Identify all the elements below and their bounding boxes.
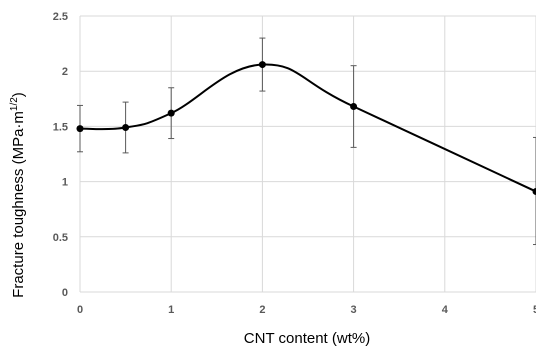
data-points [76, 61, 536, 196]
y-axis-title-sup: 1/2 [9, 97, 20, 111]
data-point [122, 124, 130, 132]
x-axis-title: CNT content (wt%) [244, 330, 370, 347]
error-bar [533, 136, 536, 246]
y-axis-title: Fracture toughness (MPa·m1/2) [9, 92, 27, 298]
x-tick-label: 5 [533, 304, 536, 316]
y-axis-title-end: ) [10, 92, 27, 97]
data-point [532, 188, 536, 196]
x-tick-label: 2 [259, 304, 265, 316]
x-tick-label: 1 [168, 304, 174, 316]
data-point [167, 109, 175, 117]
gridlines [79, 15, 536, 293]
y-tick-label: 2 [62, 66, 68, 78]
x-tick-label: 0 [77, 304, 83, 316]
x-tick-labels: 0 1 2 3 4 5 [77, 304, 536, 316]
y-tick-labels: 0 0.5 1 1.5 2 2.5 [53, 11, 68, 299]
data-point [76, 125, 84, 133]
y-tick-label: 0.5 [53, 232, 68, 244]
error-bars [77, 37, 536, 246]
series-line [79, 63, 536, 193]
y-tick-label: 1 [62, 177, 68, 189]
y-axis-title-base: Fracture toughness (MPa·m [10, 111, 27, 298]
y-tick-label: 1.5 [53, 121, 68, 133]
y-tick-label: 2.5 [53, 11, 68, 23]
x-tick-label: 4 [442, 304, 449, 316]
x-tick-label: 3 [351, 304, 357, 316]
y-tick-label: 0 [62, 287, 68, 299]
data-point [258, 61, 266, 69]
data-point [350, 103, 358, 111]
